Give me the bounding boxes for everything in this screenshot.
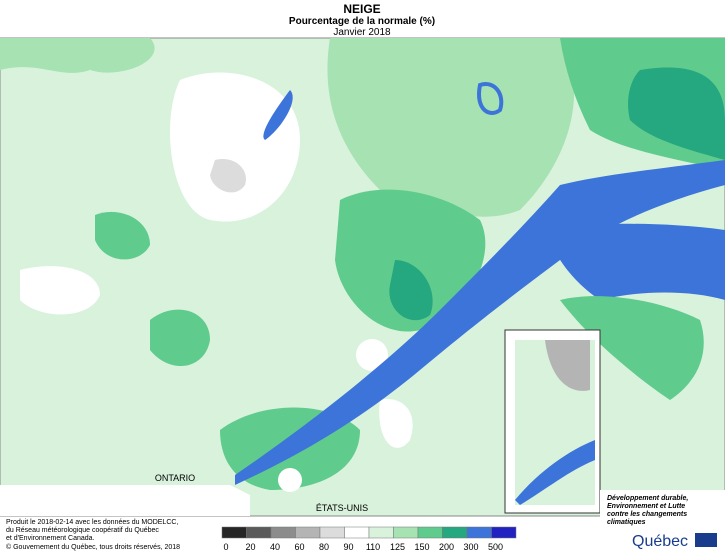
- legend-swatch: [319, 526, 345, 539]
- copyright: © Gouvernement du Québec, tous droits ré…: [6, 543, 180, 551]
- zone: [210, 159, 246, 193]
- legend-swatch: [270, 526, 296, 539]
- legend-label: 80: [319, 542, 329, 552]
- ministry: contre les changements: [607, 511, 687, 518]
- inset-zone: [545, 340, 590, 391]
- credit: et d'Environnement Canada.: [6, 535, 95, 542]
- legend-label: 200: [439, 542, 454, 552]
- river: [235, 160, 725, 485]
- legend-swatch: [221, 526, 247, 539]
- gulf: [545, 223, 725, 300]
- region-label: ONTARIO: [155, 473, 195, 483]
- legend-label: 150: [414, 542, 429, 552]
- zone: [20, 266, 100, 315]
- legend-label: 40: [270, 542, 280, 552]
- title: NEIGE: [343, 2, 380, 16]
- zone: [278, 468, 302, 492]
- lake: [477, 82, 504, 115]
- footer: Produit le 2018-02-14 avec les données d…: [6, 519, 180, 551]
- ministry: Développement durable,: [607, 495, 688, 502]
- legend-swatch: [442, 526, 468, 539]
- legend-label: 0: [223, 542, 228, 552]
- zone: [95, 211, 150, 260]
- zone: [628, 67, 725, 160]
- legend-label: 300: [463, 542, 478, 552]
- map: ONTARIO ÉTATS-UNIS: [0, 37, 725, 517]
- legend-swatch: [368, 526, 394, 539]
- logo: Développement durable, Environnement et …: [600, 490, 725, 552]
- credit: du Réseau météorologique coopératif du Q…: [6, 527, 159, 534]
- subtitle: Pourcentage de la normale (%): [289, 16, 435, 27]
- legend-label: 500: [488, 542, 503, 552]
- lake: [263, 90, 293, 140]
- ministry: climatiques: [607, 519, 646, 526]
- zone: [560, 296, 704, 400]
- legend: 0 20 40 60 80 90 110 125 150 200 300 500: [221, 526, 517, 552]
- zone: [379, 399, 413, 448]
- legend-swatch: [491, 526, 517, 539]
- legend-swatch: [417, 526, 443, 539]
- inset-map: [504, 329, 601, 514]
- logo-flag: [695, 533, 717, 547]
- zone: [150, 309, 210, 367]
- legend-label: 60: [294, 542, 304, 552]
- zone: [356, 339, 388, 371]
- legend-label: 125: [390, 542, 405, 552]
- legend-swatch: [246, 526, 272, 539]
- inset-river: [515, 440, 595, 505]
- legend-swatch: [466, 526, 492, 539]
- legend-label: 110: [366, 542, 380, 552]
- region-label: ÉTATS-UNIS: [316, 503, 368, 513]
- zone: [389, 260, 433, 321]
- zone: [0, 38, 155, 73]
- legend-label: 90: [343, 542, 353, 552]
- legend-swatch: [344, 526, 370, 539]
- ministry: Environnement et Lutte: [607, 503, 685, 510]
- legend-swatch: [295, 526, 321, 539]
- outside-area: [0, 485, 250, 516]
- legend-swatch: [393, 526, 419, 539]
- zone: [170, 72, 300, 222]
- logo-name: Québec: [632, 533, 688, 550]
- period: Janvier 2018: [333, 27, 391, 38]
- zone: [327, 38, 575, 217]
- credit: Produit le 2018-02-14 avec les données d…: [6, 519, 178, 526]
- zone: [335, 189, 486, 332]
- legend-label: 20: [245, 542, 255, 552]
